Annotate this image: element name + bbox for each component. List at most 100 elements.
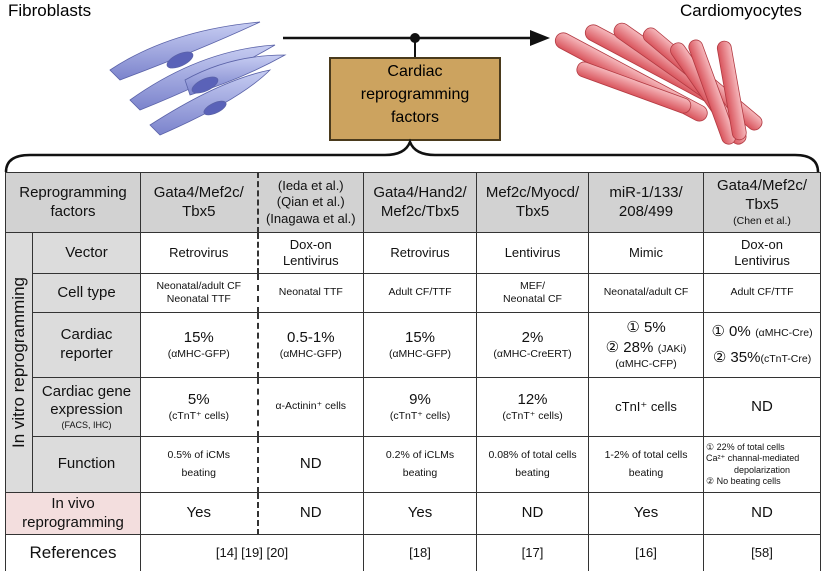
row-label: Vector: [31, 232, 142, 274]
text: (FACS, IHC): [61, 420, 112, 431]
cell: 15% (αMHC-GFP): [363, 312, 478, 378]
cardiomyocytes: [554, 22, 763, 145]
cell: 9% (cTnT⁺ cells): [363, 377, 478, 437]
cell: Retrovirus: [140, 232, 259, 274]
text: (αMHC-Cre): [755, 327, 813, 339]
row-label: In vivo reprogramming: [4, 492, 142, 535]
text: (cTnT-Cre): [760, 353, 812, 365]
cell: ND: [703, 377, 822, 437]
text: ND: [751, 397, 773, 415]
cell: 15% (αMHC-GFP): [140, 312, 259, 378]
corner: Reprogramming factors: [4, 172, 142, 233]
text: (αMHC-GFP): [167, 347, 230, 360]
text: References: [29, 543, 117, 563]
column-header: Gata4/Mef2c/Tbx5: [140, 172, 259, 233]
cell: Yes: [363, 492, 478, 535]
text: 2%: [521, 329, 544, 347]
cell: ND: [256, 436, 365, 493]
text: α-Actinin⁺ cells: [275, 400, 347, 413]
text: 12%: [517, 391, 548, 409]
text: Tbx5: [745, 195, 779, 213]
row-label: Cell type: [31, 273, 142, 313]
text: Function: [57, 455, 116, 473]
cell: ND: [703, 492, 822, 535]
cell: [14] [19] [20]: [140, 534, 365, 571]
text: Dox-on: [741, 236, 783, 252]
text: Mef2c/Myocd/: [485, 183, 580, 201]
text: Neonatal TTF: [166, 293, 231, 305]
text: ① 5%: [626, 319, 666, 337]
text: ② 35%: [712, 349, 761, 366]
text: Tbx5: [515, 202, 550, 220]
text: 0.08% of total cells: [488, 449, 577, 462]
text: Neonatal/adult CF: [156, 279, 242, 292]
text: beating: [402, 466, 438, 479]
brace: [4, 138, 820, 172]
text: Vector: [65, 243, 108, 261]
cell: Neonatal/adult CF Neonatal TTF: [140, 273, 259, 313]
text: (αMHC-GFP): [388, 347, 452, 360]
cell: Mimic: [588, 232, 705, 274]
cell: Adult CF/TTF: [363, 273, 478, 313]
box-text: factors: [391, 109, 439, 126]
cell: [16]: [588, 534, 705, 571]
fibroblasts: [109, 21, 287, 136]
cell: ND: [256, 492, 365, 535]
cell: 12% (cTnT⁺ cells): [476, 377, 590, 437]
text: [18]: [409, 544, 431, 560]
text: ND: [521, 504, 544, 522]
text: beating: [181, 466, 216, 479]
cell: [58]: [703, 534, 822, 571]
column-header: (Ieda et al.) (Qian et al.) (Inagawa et al…: [256, 172, 365, 233]
text: 1-2% of total cells: [604, 449, 688, 462]
factor-box: [329, 57, 501, 141]
cell: α-Actinin⁺ cells: [256, 377, 365, 437]
cell: ① 0% (αMHC-Cre) ② 35%(cTnT-Cre): [703, 312, 822, 378]
column-header: Gata4/Mef2c/Tbx5 (Chen et al.): [703, 172, 822, 233]
text: (Inagawa et al.): [265, 210, 356, 226]
text: ① 0%: [711, 323, 751, 340]
text: ② 28%: [605, 338, 654, 356]
text: Dox-on: [289, 236, 332, 252]
cell: Dox-on Lentivirus: [256, 232, 365, 274]
text: miR-1/133/: [609, 183, 683, 201]
text: reprogramming: [22, 513, 124, 531]
text: 15%: [183, 329, 214, 347]
text: 9%: [409, 391, 431, 409]
row-label: Function: [31, 436, 142, 493]
text: expression: [50, 401, 123, 419]
text: [14] [19] [20]: [215, 544, 289, 560]
text: Retrovirus: [169, 244, 229, 260]
text: 208/499: [618, 202, 674, 220]
text: ND: [751, 504, 773, 522]
text: (αMHC-GFP): [279, 347, 342, 360]
arrow: [283, 30, 550, 58]
text: (Ieda et al.): [277, 178, 344, 194]
text: beating: [628, 466, 664, 479]
row-label: Cardiac gene expression (FACS, IHC): [31, 377, 142, 437]
text: Cardiac gene: [41, 382, 132, 400]
text: Reprogramming: [19, 183, 127, 201]
text: (JAKi): [657, 342, 687, 355]
text: (Chen et al.): [733, 214, 791, 227]
text: Lentivirus: [734, 253, 790, 268]
row-label: References: [4, 534, 142, 571]
cell: Dox-on Lentivirus: [703, 232, 822, 274]
left-label: Fibroblasts: [8, 1, 91, 20]
text: Adult CF/TTF: [730, 286, 794, 299]
text: Gata4/Mef2c/: [153, 183, 244, 201]
cell: ① 22% of total cells Ca²⁺ channal-mediate…: [703, 436, 822, 493]
cell: [18]: [363, 534, 478, 571]
text: MEF/: [519, 279, 546, 292]
text: Yes: [186, 504, 211, 522]
cell: ND: [476, 492, 590, 535]
text: Adult CF/TTF: [388, 286, 452, 299]
right-label: Cardiomyocytes: [680, 1, 802, 20]
table: Reprogramming factors Gata4/Mef2c/Tbx5 (I…: [4, 172, 822, 571]
text: Ca²⁺ channal-mediated: [706, 453, 800, 464]
text: 0.5% of iCMs: [167, 449, 230, 462]
cell: ① 5% ② 28% (JAKi) (αMHC-CFP): [588, 312, 705, 378]
text: Gata4/Mef2c/: [716, 177, 808, 195]
text: 5%: [187, 391, 210, 409]
box-text: Cardiac: [387, 63, 442, 80]
